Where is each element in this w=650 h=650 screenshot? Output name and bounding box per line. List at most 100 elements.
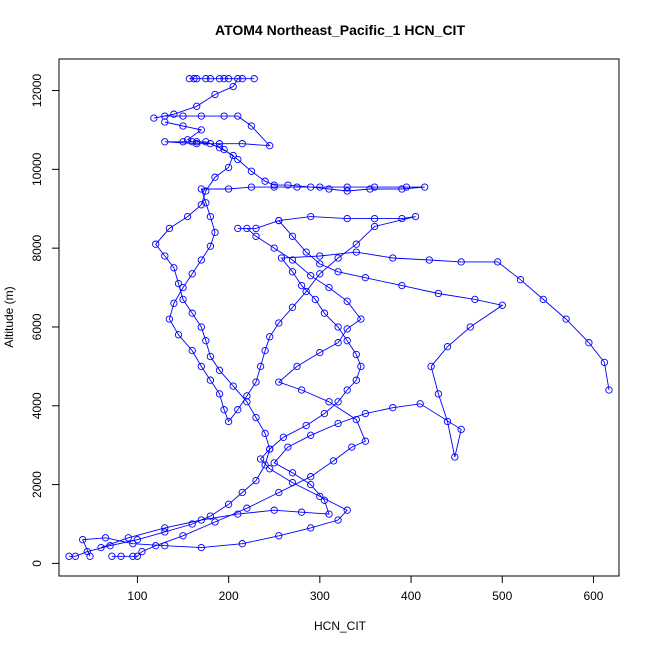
data-point <box>215 140 224 148</box>
data-point <box>202 138 210 146</box>
data-point <box>498 301 506 309</box>
y-tick-label: 2000 <box>30 471 44 498</box>
data-point <box>270 181 278 189</box>
data-point <box>266 333 274 341</box>
data-point <box>252 413 260 422</box>
data-point <box>334 268 342 276</box>
y-tick-label: 10000 <box>30 152 44 186</box>
data-point <box>220 145 228 154</box>
data-point <box>343 337 351 345</box>
data-point <box>197 323 205 331</box>
data-point <box>193 102 201 110</box>
data-point <box>197 112 205 120</box>
data-point <box>293 183 301 191</box>
data-point <box>389 254 397 262</box>
data-point <box>250 75 258 83</box>
data-point <box>316 270 324 278</box>
data-point <box>211 90 219 99</box>
data-point <box>202 337 210 345</box>
data-point <box>256 455 265 463</box>
data-point <box>288 256 297 264</box>
data-point <box>302 248 310 256</box>
data-point <box>334 419 342 428</box>
data-point <box>220 112 228 120</box>
data-point <box>71 552 80 560</box>
data-point <box>188 309 196 317</box>
data-point <box>270 506 278 514</box>
data-point <box>188 138 196 146</box>
y-axis: 0 2000 4000 6000 8000 10000 12000 <box>30 74 59 567</box>
data-point <box>234 75 242 83</box>
data-point <box>161 542 169 550</box>
data-point <box>343 325 351 333</box>
data-point <box>165 315 174 323</box>
data-point <box>252 378 260 386</box>
data-point <box>343 297 351 305</box>
data-point <box>197 126 205 134</box>
data-point <box>152 240 160 248</box>
data-point <box>279 433 288 441</box>
data-point <box>466 323 474 331</box>
y-tick-label: 6000 <box>30 313 44 340</box>
data-point <box>416 400 424 408</box>
data-point <box>451 453 459 461</box>
data-point <box>129 540 137 548</box>
data-point <box>307 183 315 191</box>
data-point <box>398 185 406 193</box>
data-point <box>316 348 324 357</box>
data-point <box>138 547 146 556</box>
data-point <box>86 552 94 560</box>
data-point <box>266 445 274 453</box>
data-point <box>247 122 256 130</box>
data-point <box>170 299 178 307</box>
data-point <box>361 274 370 282</box>
data-point <box>188 270 196 278</box>
data-point <box>275 378 283 386</box>
data-point <box>343 214 351 223</box>
data-point <box>252 476 260 485</box>
data-point <box>174 331 183 339</box>
data-point <box>206 75 215 83</box>
data-point <box>101 534 110 542</box>
y-axis-label: Altitude (m) <box>2 286 16 347</box>
data-point <box>161 138 169 146</box>
data-point <box>443 417 452 426</box>
data-point <box>190 75 198 83</box>
data-point <box>224 163 233 172</box>
data-point <box>174 279 183 288</box>
data-point <box>348 443 356 451</box>
data-point <box>325 510 333 518</box>
data-point <box>238 488 246 497</box>
data-point <box>179 532 187 540</box>
data-point <box>97 543 105 552</box>
data-point <box>256 362 265 371</box>
data-point <box>266 142 274 150</box>
data-point <box>562 315 570 323</box>
data-point <box>161 528 169 536</box>
data-point <box>188 520 196 528</box>
data-point <box>357 315 365 323</box>
x-tick-label: 300 <box>310 589 330 603</box>
data-point <box>133 552 142 560</box>
series-line <box>82 251 610 557</box>
data-point <box>320 496 329 504</box>
data-point <box>334 398 342 406</box>
data-point <box>179 112 187 120</box>
data-point <box>161 524 169 532</box>
data-point <box>197 543 205 552</box>
data-point <box>297 281 306 290</box>
x-tick-label: 200 <box>219 589 239 603</box>
x-tick-label: 100 <box>127 589 147 603</box>
data-point <box>352 248 360 256</box>
data-point <box>266 465 274 473</box>
data-point <box>325 185 333 193</box>
data-point <box>161 252 169 260</box>
x-axis-label: HCN_CIT <box>314 619 367 633</box>
data-point <box>434 289 443 298</box>
data-point <box>193 75 201 83</box>
data-point <box>238 540 246 548</box>
data-point <box>307 473 315 481</box>
data-point <box>288 469 297 477</box>
data-point <box>275 319 283 327</box>
